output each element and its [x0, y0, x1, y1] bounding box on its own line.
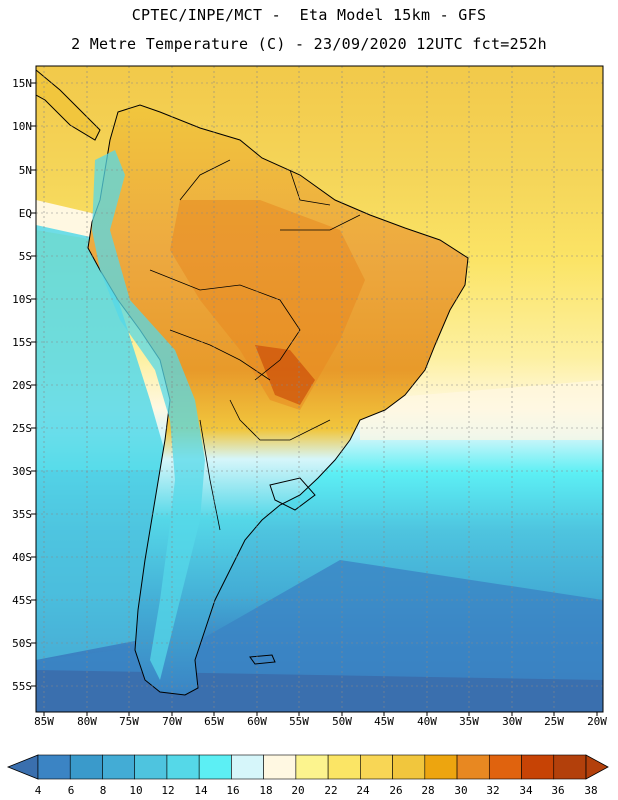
- colorbar-cell: [360, 754, 393, 780]
- colorbar-label: 34: [519, 784, 533, 797]
- lon-label: 75W: [119, 715, 139, 728]
- chart-title-line1: CPTEC/INPE/MCT - Eta Model 15km - GFS: [131, 6, 487, 24]
- lon-label: 45W: [374, 715, 394, 728]
- lat-label: 30S: [12, 465, 32, 478]
- lat-label: 10N: [12, 120, 32, 133]
- colorbar-cell: [521, 754, 555, 780]
- lat-label: 35S: [12, 508, 32, 521]
- colorbar-label: 18: [259, 784, 273, 797]
- lat-label: 5N: [18, 164, 32, 177]
- lon-label: 60W: [247, 715, 267, 728]
- lat-label: 40S: [12, 551, 32, 564]
- colorbar-label: 20: [291, 784, 305, 797]
- colorbar-label: 24: [356, 784, 370, 797]
- lon-label: 40W: [417, 715, 437, 728]
- colorbar-label: 36: [551, 784, 565, 797]
- lat-label: 5S: [18, 250, 32, 263]
- colorbar: [6, 754, 609, 780]
- colorbar-label: 6: [67, 784, 75, 797]
- colorbar-high-arrow: [585, 754, 609, 780]
- lon-label: 55W: [289, 715, 309, 728]
- colorbar-label: 8: [99, 784, 107, 797]
- colorbar-label: 38: [584, 784, 598, 797]
- colorbar-cell: [134, 754, 168, 780]
- lat-label: 15N: [12, 77, 32, 90]
- colorbar-cell: [198, 754, 232, 780]
- lat-label: 45S: [12, 594, 32, 607]
- chart-title-line2: 2 Metre Temperature (C) - 23/09/2020 12U…: [71, 35, 547, 53]
- colorbar-cell: [102, 754, 136, 780]
- lat-label: 10S: [12, 293, 32, 306]
- colorbar-label: 14: [194, 784, 208, 797]
- lon-label: 50W: [332, 715, 352, 728]
- colorbar-cell: [295, 754, 329, 780]
- colorbar-label: 28: [421, 784, 435, 797]
- lon-label: 80W: [77, 715, 97, 728]
- lon-label: 85W: [34, 715, 54, 728]
- colorbar-cell: [392, 754, 426, 780]
- colorbar-cell: [327, 754, 361, 780]
- colorbar-label: 30: [454, 784, 468, 797]
- colorbar-cell: [488, 754, 522, 780]
- lon-label: 20W: [587, 715, 607, 728]
- lon-label: 65W: [204, 715, 224, 728]
- lon-label: 30W: [502, 715, 522, 728]
- colorbar-label: 10: [129, 784, 143, 797]
- lon-label: 25W: [544, 715, 564, 728]
- colorbar-label: 32: [486, 784, 500, 797]
- colorbar-cell: [69, 754, 103, 780]
- colorbar-label: 22: [324, 784, 338, 797]
- colorbar-cell: [456, 754, 490, 780]
- colorbar-cell: [263, 754, 297, 780]
- lat-label: 25S: [12, 422, 32, 435]
- lon-label: 70W: [162, 715, 182, 728]
- colorbar-cell: [553, 754, 587, 780]
- colorbar-label: 4: [34, 784, 42, 797]
- colorbar-cell: [231, 754, 264, 780]
- lon-label: 35W: [459, 715, 479, 728]
- lat-label: 15S: [12, 336, 32, 349]
- colorbar-label: 16: [226, 784, 240, 797]
- colorbar-cell: [424, 754, 458, 780]
- country-borders: [149, 159, 361, 531]
- colorbar-low-arrow: [6, 754, 39, 780]
- axis-ticks: [31, 82, 598, 716]
- lat-label: 55S: [12, 680, 32, 693]
- temperature-field: [36, 66, 603, 712]
- colorbar-label: 26: [389, 784, 403, 797]
- colorbar-cell: [166, 754, 200, 780]
- lat-label: 20S: [12, 379, 32, 392]
- map-frame: [35, 65, 604, 713]
- lat-label: EQ: [18, 207, 32, 220]
- colorbar-label: 12: [161, 784, 175, 797]
- lat-label: 50S: [12, 637, 32, 650]
- colorbar-cell: [37, 754, 71, 780]
